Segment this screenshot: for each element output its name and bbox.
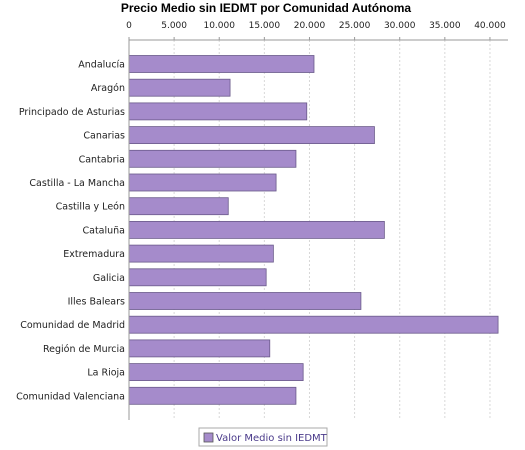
bar: [128, 126, 375, 144]
x-tick-label: 15.000: [249, 21, 281, 31]
bar: [128, 173, 277, 192]
bar: [128, 149, 297, 168]
bar: [128, 102, 308, 121]
bar: [128, 292, 362, 310]
bars: [128, 55, 499, 405]
bar: [128, 78, 231, 97]
bar: [128, 339, 271, 358]
chart-title: Precio Medio sin IEDMT por Comunidad Aut…: [121, 1, 412, 15]
category-label: Cantabria: [79, 154, 125, 165]
bar: [128, 244, 274, 263]
category-label: Región de Murcia: [43, 344, 125, 355]
x-tick-label: 20.000: [294, 21, 326, 31]
category-label: Cataluña: [82, 225, 125, 236]
bar: [128, 197, 229, 216]
category-label: Illes Balears: [68, 297, 125, 308]
category-label: Castilla - La Mancha: [29, 178, 125, 189]
legend-label: Valor Medio sin IEDMT: [216, 433, 328, 444]
x-tick-label: 10.000: [203, 21, 235, 31]
legend: Valor Medio sin IEDMT: [198, 427, 328, 447]
category-label: Comunidad Valenciana: [16, 391, 125, 402]
category-label: Comunidad de Madrid: [20, 320, 125, 331]
x-tick-label: 30.000: [384, 21, 416, 31]
category-label: Principado de Asturias: [19, 107, 125, 118]
category-label: Galicia: [93, 273, 125, 284]
x-tick-label: 35.000: [429, 21, 461, 31]
x-tick-label: 40.000: [474, 21, 506, 31]
x-tick-label: 25.000: [339, 21, 371, 31]
x-axis: 0 5.000 10.000 15.000 20.000 25.000 30.000 35.0…: [126, 21, 506, 40]
bar: [128, 386, 297, 405]
bar: [128, 55, 315, 73]
bar: [128, 363, 304, 382]
bar: [128, 220, 385, 239]
legend-box: [198, 427, 328, 447]
bar: [128, 315, 499, 334]
category-label: Andalucía: [78, 60, 125, 71]
category-label: Aragón: [91, 83, 125, 94]
category-label: La Rioja: [87, 368, 125, 379]
category-label: Castilla y León: [56, 202, 125, 213]
category-label: Canarias: [83, 131, 125, 142]
x-tick-label: 0: [126, 21, 132, 31]
y-axis: Andalucía Aragón Principado de Asturias Can…: [16, 60, 125, 403]
legend-swatch: [203, 432, 214, 443]
bar: [128, 268, 267, 287]
x-tick-label: 5.000: [161, 21, 187, 31]
category-label: Extremadura: [63, 249, 125, 260]
